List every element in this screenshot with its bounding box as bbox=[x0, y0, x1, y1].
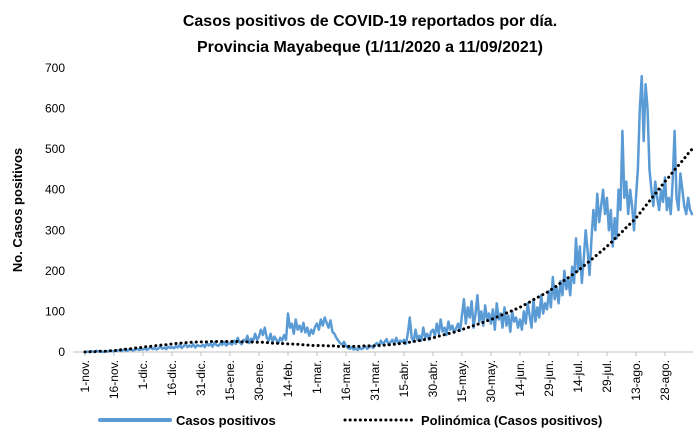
x-tick-label: 29-jun. bbox=[542, 360, 556, 397]
x-tick-label: 30-may. bbox=[484, 360, 498, 402]
x-tick-label: 15-ene. bbox=[223, 360, 237, 401]
y-tick-label: 200 bbox=[45, 264, 65, 278]
x-tick-label: 15-may. bbox=[455, 360, 469, 402]
x-tick-label: 28-ago. bbox=[658, 360, 672, 401]
trend-line bbox=[83, 147, 694, 354]
y-tick-label: 700 bbox=[45, 61, 65, 75]
x-tick-label: 29-jul. bbox=[600, 360, 614, 393]
x-tick-label: 1-mar. bbox=[310, 360, 324, 394]
chart-subtitle: Provincia Mayabeque (1/11/2020 a 11/09/2… bbox=[197, 39, 543, 56]
x-tick-label: 14-feb. bbox=[281, 360, 295, 397]
x-tick-label: 16-nov. bbox=[107, 360, 121, 399]
x-tick-label: 14-jul. bbox=[571, 360, 585, 393]
y-tick-label: 100 bbox=[45, 304, 65, 318]
x-tick-label: 15-abr. bbox=[397, 360, 411, 397]
x-tick-label: 31-dic. bbox=[194, 360, 208, 396]
x-tick-label: 1-dic. bbox=[136, 360, 150, 389]
x-tick-label: 14-jun. bbox=[513, 360, 527, 397]
x-tick-label: 31-mar. bbox=[368, 360, 382, 401]
y-tick-label: 0 bbox=[58, 345, 65, 359]
chart-title: Casos positivos de COVID-19 reportados p… bbox=[183, 13, 557, 30]
y-tick-label: 400 bbox=[45, 183, 65, 197]
x-tick-label: 16-mar. bbox=[339, 360, 353, 401]
y-tick-label: 500 bbox=[45, 142, 65, 156]
data-line bbox=[83, 74, 694, 354]
y-tick-label: 300 bbox=[45, 223, 65, 237]
x-tick-label: 30-ene. bbox=[252, 360, 266, 401]
legend-label: Casos positivos bbox=[176, 413, 276, 428]
x-tick-label: 16-dic. bbox=[165, 360, 179, 396]
x-tick-label: 30-abr. bbox=[426, 360, 440, 397]
legend-label: Polinómica (Casos positivos) bbox=[421, 413, 602, 428]
y-axis-label: No. Casos positivos bbox=[10, 148, 25, 272]
y-tick-label: 600 bbox=[45, 102, 65, 116]
x-tick-label: 1-nov. bbox=[78, 360, 92, 392]
x-tick-label: 13-ago. bbox=[629, 360, 643, 401]
